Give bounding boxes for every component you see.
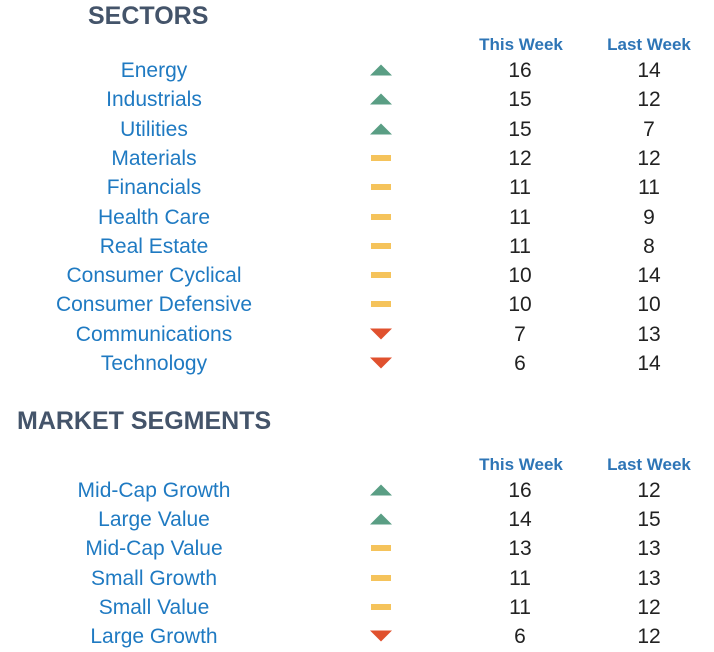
sectors-last-week-header: Last Week	[607, 35, 691, 54]
table-row: Small Growth 11 13	[0, 564, 714, 593]
sectors-title: SECTORS	[88, 2, 209, 30]
this-week-value: 13	[508, 537, 532, 561]
last-week-value: 14	[637, 59, 661, 82]
last-week-value: 14	[637, 264, 661, 288]
trend-up-icon	[370, 484, 392, 496]
last-week-value: 12	[637, 625, 661, 648]
trend-down-icon	[370, 630, 392, 642]
last-week-value: 11	[638, 176, 660, 200]
last-week-value: 12	[637, 479, 661, 502]
last-week-value: 12	[637, 88, 661, 112]
row-name: Energy	[120, 59, 188, 82]
this-week-value: 16	[508, 59, 532, 82]
last-week-value: 13	[637, 322, 661, 346]
trend-flat-icon	[371, 154, 391, 161]
row-name: Industrials	[106, 88, 202, 112]
market-segments-title: MARKET SEGMENTS	[17, 407, 272, 435]
this-week-value: 7	[514, 322, 526, 346]
this-week-value: 6	[514, 625, 526, 648]
row-name: Small Growth	[90, 566, 218, 590]
this-week-value: 11	[509, 234, 531, 258]
table-row: Utilities 15 7	[0, 115, 714, 144]
this-week-value: 15	[508, 117, 532, 141]
table-row: Mid-Cap Value 13 13	[0, 534, 714, 563]
this-week-value: 11	[509, 176, 531, 200]
last-week-value: 14	[637, 352, 661, 375]
this-week-value: 11	[509, 595, 531, 619]
trend-flat-icon	[371, 272, 391, 279]
last-week-value: 7	[643, 117, 655, 141]
table-row: Financials 11 11	[0, 173, 714, 202]
table-row: Small Value 11 12	[0, 593, 714, 622]
this-week-value: 12	[508, 146, 532, 170]
table-row: Industrials 15 12	[0, 85, 714, 114]
table-row: Mid-Cap Growth 16 12	[0, 476, 714, 505]
last-week-value: 8	[643, 234, 655, 258]
trend-flat-icon	[371, 242, 391, 249]
table-row: Consumer Cyclical 10 14	[0, 261, 714, 290]
trend-flat-icon	[371, 184, 391, 191]
table-row: Large Value 14 15	[0, 505, 714, 534]
this-week-value: 16	[508, 479, 532, 502]
table-row: Health Care 11 9	[0, 203, 714, 232]
last-week-value: 10	[637, 293, 661, 317]
row-name: Consumer Cyclical	[66, 264, 242, 288]
table-row: Large Growth 6 12	[0, 622, 714, 651]
row-name: Large Value	[98, 508, 210, 532]
row-name: Financials	[106, 176, 202, 200]
row-name: Mid-Cap Value	[85, 537, 223, 561]
trend-flat-icon	[371, 545, 391, 552]
trend-down-icon	[370, 357, 392, 369]
last-week-value: 13	[637, 537, 661, 561]
trend-flat-icon	[371, 574, 391, 581]
this-week-value: 11	[509, 205, 531, 229]
row-name: Large Growth	[90, 625, 218, 648]
trend-flat-icon	[371, 603, 391, 610]
table-row: Real Estate 11 8	[0, 232, 714, 261]
table-row: Communications 7 13	[0, 320, 714, 349]
this-week-value: 15	[508, 88, 532, 112]
trend-down-icon	[370, 328, 392, 340]
this-week-value: 6	[514, 352, 526, 375]
last-week-value: 12	[637, 595, 661, 619]
this-week-value: 11	[509, 566, 531, 590]
last-week-value: 15	[637, 508, 661, 532]
row-name: Materials	[111, 146, 197, 170]
trend-up-icon	[370, 123, 392, 135]
row-name: Small Value	[98, 595, 210, 619]
segments-this-week-header: This Week	[479, 455, 563, 474]
table-row: Materials 12 12	[0, 144, 714, 173]
last-week-value: 12	[637, 146, 661, 170]
row-name: Consumer Defensive	[55, 293, 253, 317]
row-name: Real Estate	[99, 234, 209, 258]
last-week-value: 13	[637, 566, 661, 590]
table-row: Energy 16 14	[0, 56, 714, 85]
this-week-value: 10	[508, 264, 532, 288]
this-week-value: 10	[508, 293, 532, 317]
this-week-value: 14	[508, 508, 532, 532]
trend-flat-icon	[371, 213, 391, 220]
trend-up-icon	[370, 513, 392, 525]
row-name: Utilities	[120, 117, 188, 141]
trend-flat-icon	[371, 301, 391, 308]
trend-up-icon	[370, 64, 392, 76]
row-name: Mid-Cap Growth	[77, 479, 231, 502]
row-name: Communications	[75, 322, 233, 346]
sectors-this-week-header: This Week	[479, 35, 563, 54]
row-name: Technology	[100, 352, 208, 375]
trend-up-icon	[370, 93, 392, 105]
last-week-value: 9	[643, 205, 655, 229]
table-row: Consumer Defensive 10 10	[0, 290, 714, 319]
row-name: Health Care	[97, 205, 211, 229]
table-row: Technology 6 14	[0, 349, 714, 378]
segments-last-week-header: Last Week	[607, 455, 691, 474]
